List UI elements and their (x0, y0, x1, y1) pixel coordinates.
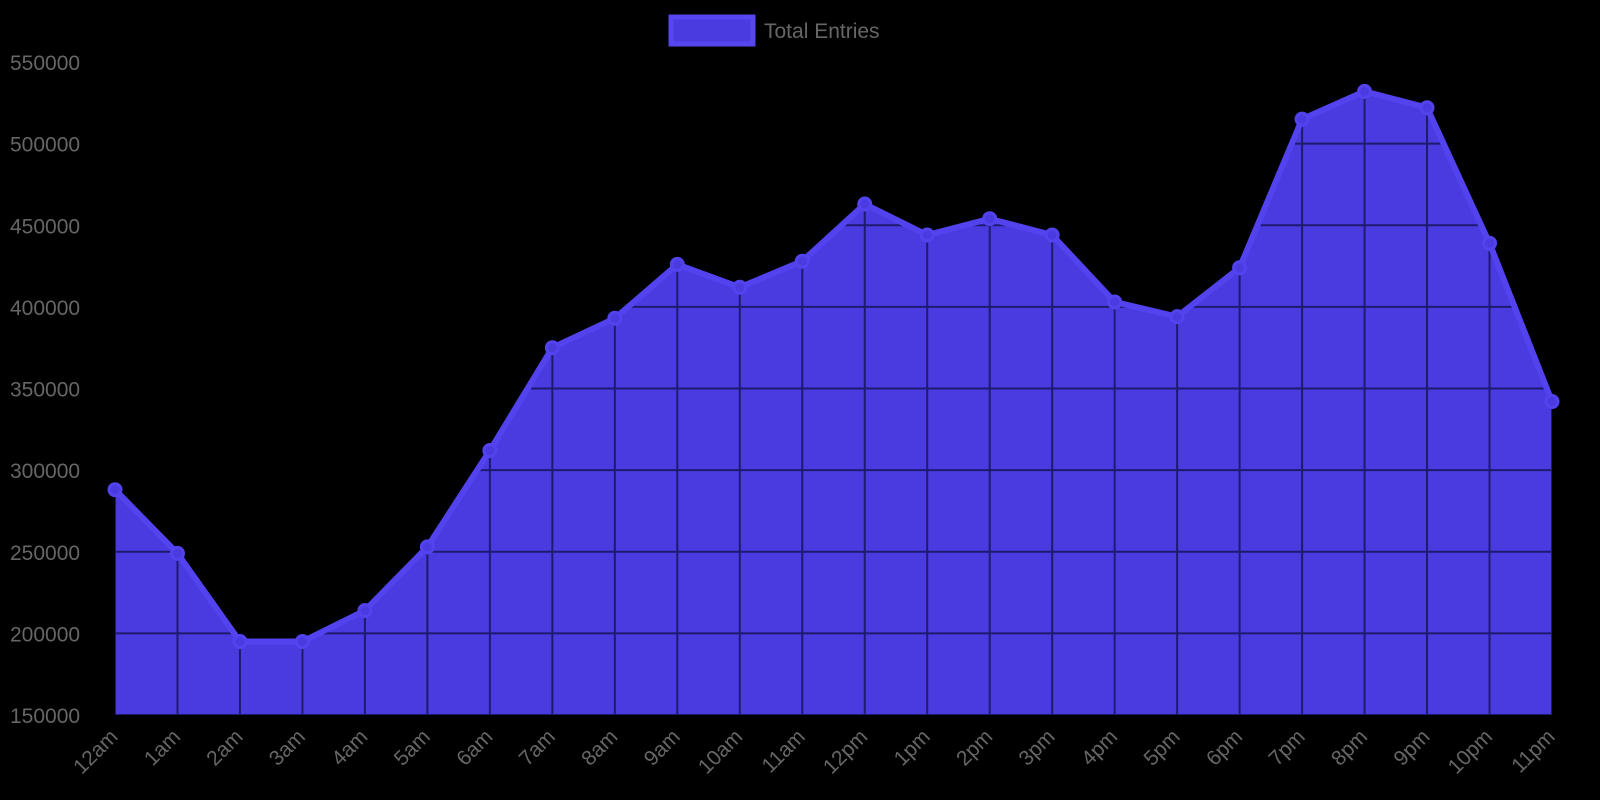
plot-area (107, 83, 1560, 715)
data-point[interactable] (1232, 260, 1248, 276)
x-tick-label: 11pm (1507, 725, 1559, 777)
area-series-total-entries (115, 91, 1552, 715)
x-tick-label: 12am (69, 725, 122, 778)
x-tick-label: 1pm (890, 725, 935, 770)
data-point[interactable] (732, 279, 748, 295)
data-point[interactable] (982, 211, 998, 227)
y-tick-label: 550000 (10, 52, 80, 75)
x-axis-tick-labels: 12am 1am 2am 3am 4am 5am 6am 7am 8am 9am 10am 11am 1… (69, 725, 1559, 778)
x-tick-label: 3pm (1015, 725, 1060, 770)
x-tick-label: 4am (327, 725, 372, 770)
data-point[interactable] (419, 539, 435, 555)
data-point[interactable] (169, 545, 185, 561)
x-tick-label: 10pm (1444, 725, 1497, 778)
data-point[interactable] (357, 603, 373, 619)
x-tick-label: 1am (140, 725, 185, 770)
x-tick-label: 5pm (1140, 725, 1185, 770)
data-point[interactable] (1107, 294, 1123, 310)
x-tick-label: 3am (265, 725, 310, 770)
x-tick-label: 2pm (952, 725, 997, 770)
data-point[interactable] (107, 482, 123, 498)
data-point[interactable] (294, 634, 310, 650)
data-point[interactable] (1482, 235, 1498, 251)
y-tick-label: 400000 (10, 297, 80, 320)
x-tick-label: 2am (202, 725, 247, 770)
line-series-total-entries (112, 88, 1555, 645)
data-point[interactable] (1169, 309, 1185, 325)
data-points (107, 83, 1560, 650)
data-point[interactable] (1357, 83, 1373, 99)
legend-swatch-total-entries[interactable] (668, 14, 756, 47)
y-tick-label: 250000 (10, 542, 80, 565)
data-point[interactable] (232, 634, 248, 650)
data-point[interactable] (544, 340, 560, 356)
data-point[interactable] (1044, 227, 1060, 243)
x-tick-label: 9pm (1389, 725, 1434, 770)
x-tick-label: 9am (640, 725, 685, 770)
legend[interactable]: Total Entries (668, 14, 880, 47)
x-tick-label: 8pm (1327, 725, 1372, 770)
data-point[interactable] (1419, 100, 1435, 116)
data-point[interactable] (857, 196, 873, 212)
x-tick-label: 4pm (1077, 725, 1122, 770)
y-tick-label: 200000 (10, 623, 80, 646)
data-point[interactable] (1294, 111, 1310, 127)
y-tick-label: 300000 (10, 460, 80, 483)
x-tick-label: 11am (757, 725, 809, 777)
y-tick-label: 150000 (10, 705, 80, 728)
x-tick-label: 6pm (1202, 725, 1247, 770)
y-axis-tick-labels: 150000 200000 250000 300000 350000 400000 4500… (10, 52, 80, 728)
y-tick-label: 450000 (10, 215, 80, 238)
data-point[interactable] (482, 443, 498, 459)
x-tick-label: 5am (390, 725, 435, 770)
x-tick-label: 7pm (1264, 725, 1309, 770)
data-point[interactable] (794, 253, 810, 269)
x-tick-label: 12pm (819, 725, 872, 778)
data-point[interactable] (919, 227, 935, 243)
x-tick-label: 8am (577, 725, 622, 770)
x-tick-label: 10am (694, 725, 747, 778)
x-tick-label: 6am (452, 725, 497, 770)
legend-label[interactable]: Total Entries (764, 20, 880, 43)
x-tick-label: 7am (515, 725, 560, 770)
data-point[interactable] (1544, 394, 1560, 410)
y-tick-label: 500000 (10, 134, 80, 157)
data-point[interactable] (669, 256, 685, 272)
y-tick-label: 350000 (10, 379, 80, 402)
data-point[interactable] (607, 310, 623, 326)
